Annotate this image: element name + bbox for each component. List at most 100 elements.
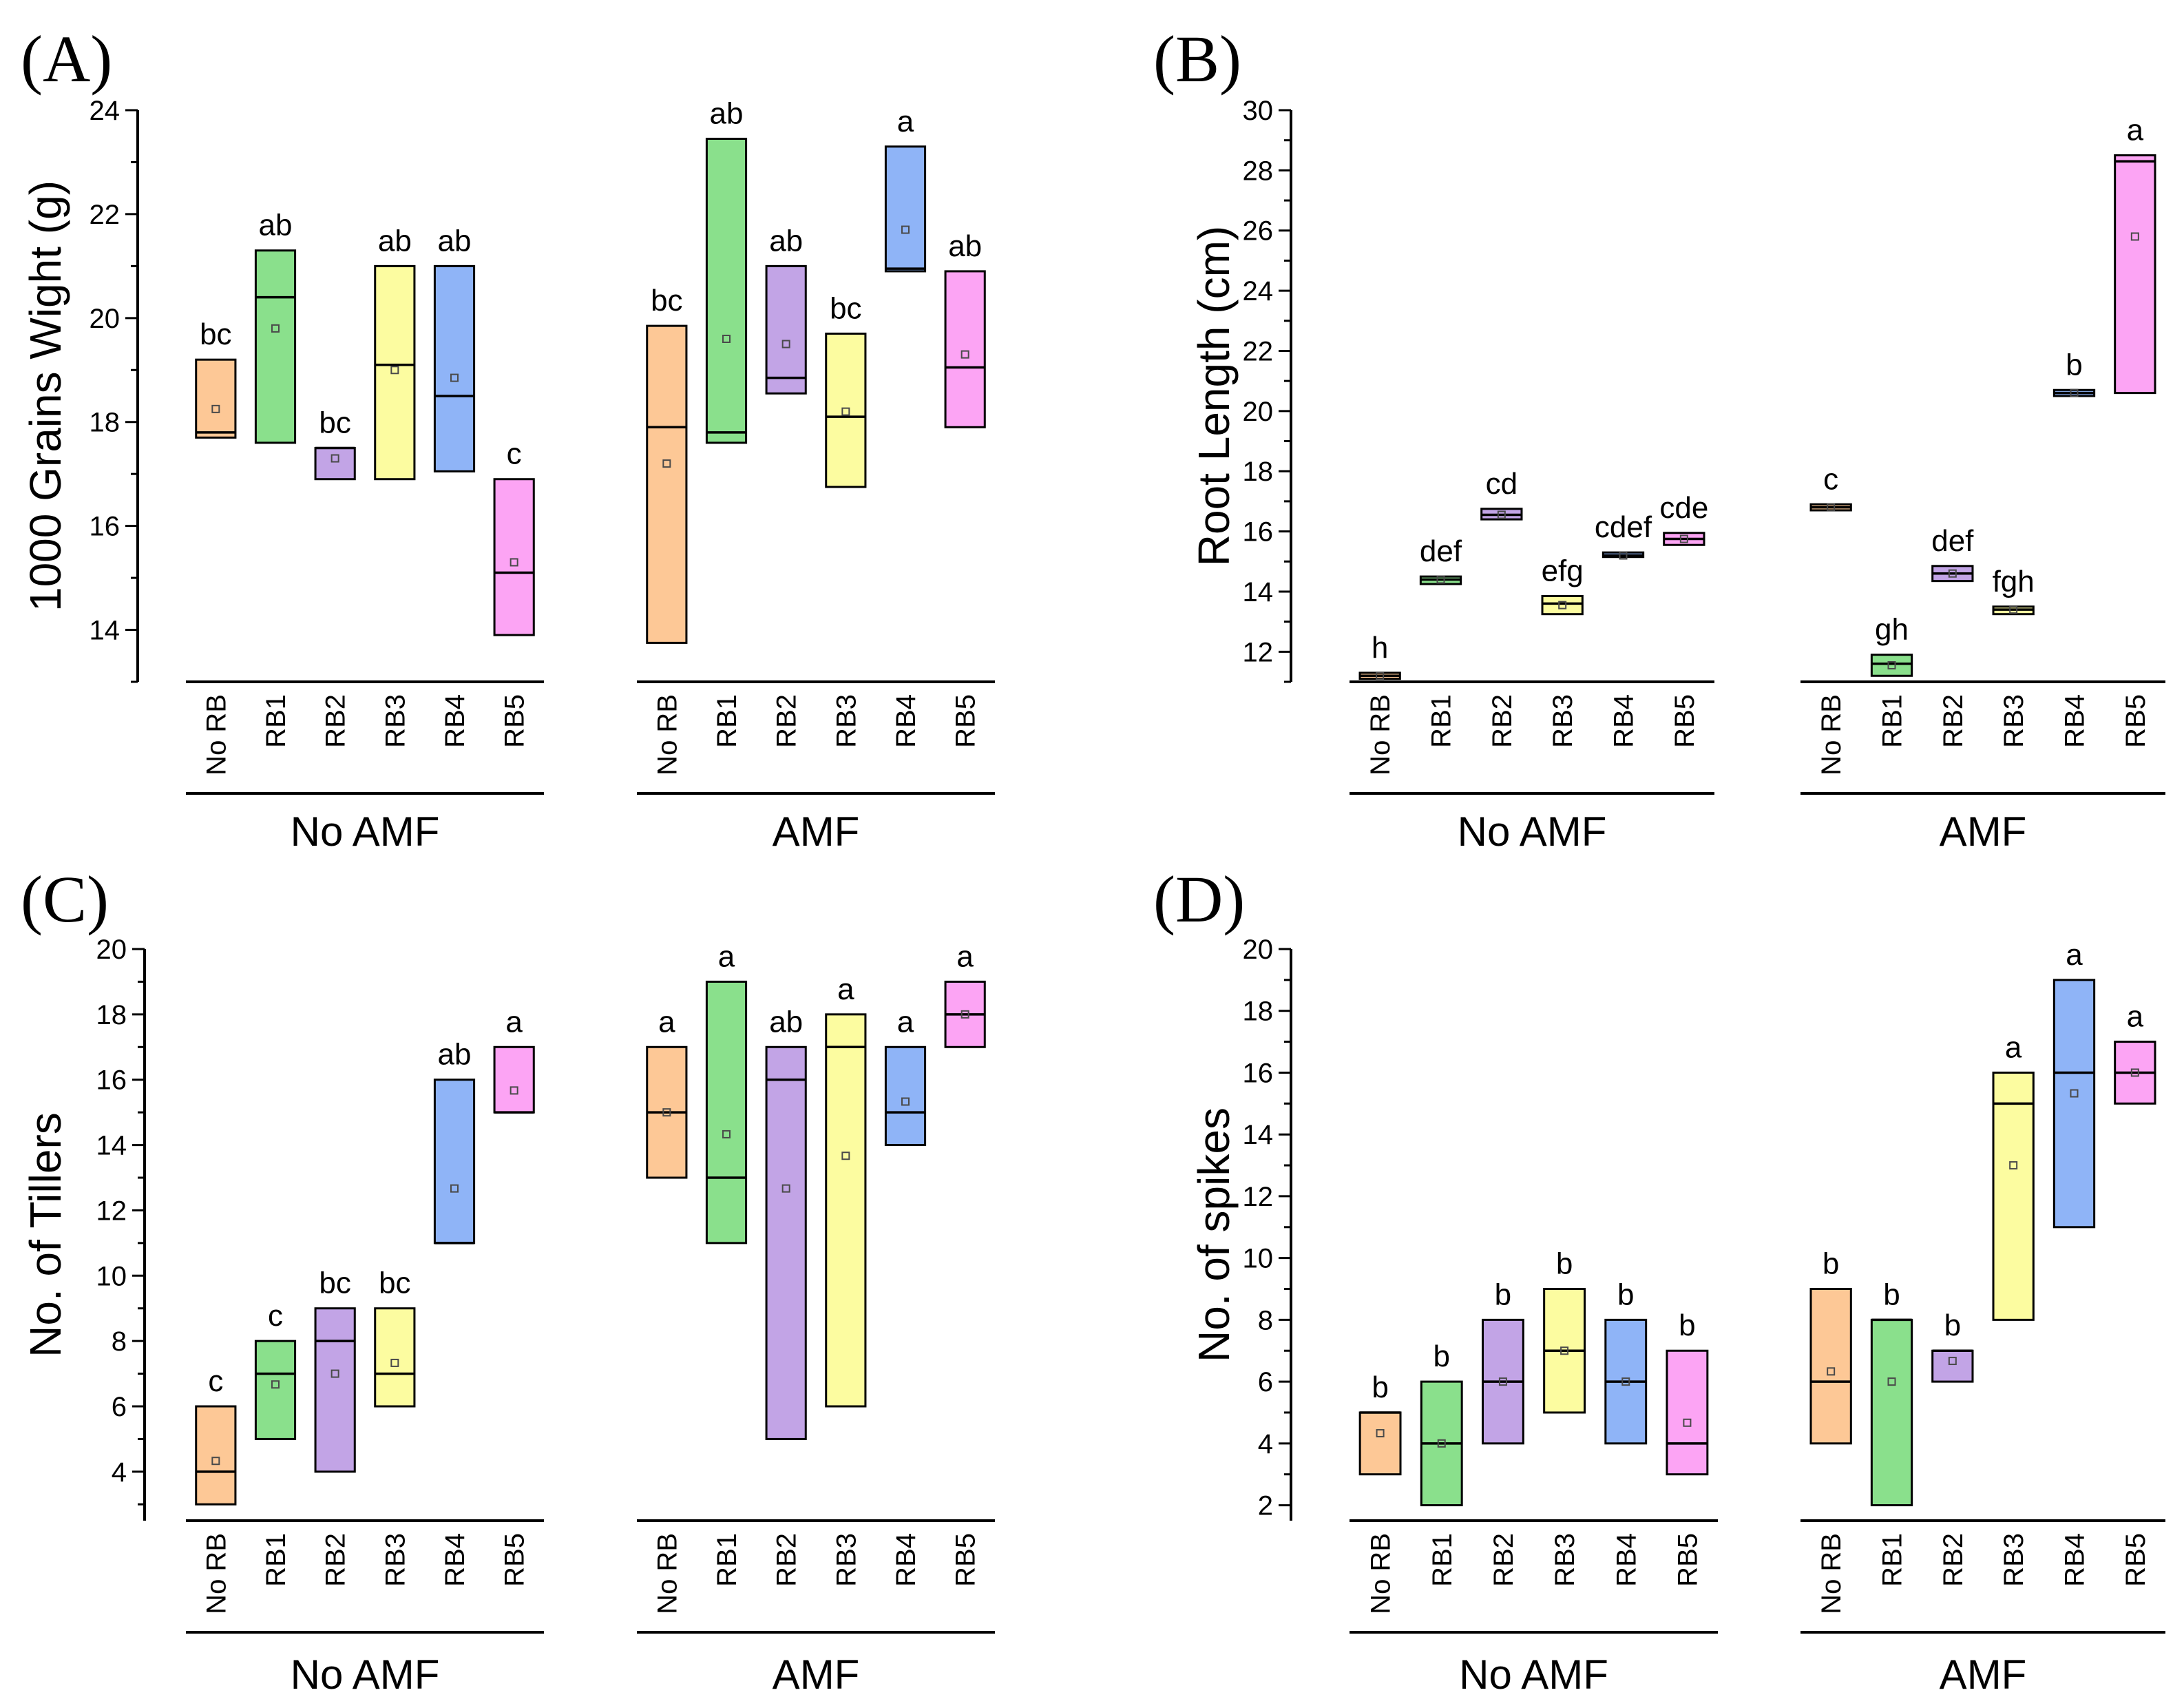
panel-a-group-no-amf-box-rb1 [254,249,297,444]
panel-b-group-amf-box-rb2-mean-marker [1948,569,1957,578]
panel-d-letter: (D) [1153,862,1245,936]
panel-d-y-tick-label: 18 [1243,997,1274,1027]
panel-b-group-amf-box-rb3-significance-label: fgh [1993,565,2035,598]
panel-b-letter: (B) [1153,22,1241,96]
panel-a-y-tick-label: 20 [90,304,120,334]
panel-a-group-no-amf-box-rb2-mean-marker [330,454,339,463]
panel-c-group-no-amf-box-rb3 [374,1307,416,1408]
panel-a-group-amf-box-rb4-category-label: RB4 [891,694,921,748]
panel-a-group-no-amf-box-rb3-mean-marker [390,366,399,375]
panel-d-group-amf-box-rb1-mean-marker [1887,1377,1896,1386]
panel-d-group-no-amf-box-rb3-category-label: RB3 [1550,1533,1580,1587]
panel-d-group-amf-box-rb5-mean-marker [2130,1068,2139,1077]
panel-c-y-tick-label: 6 [112,1392,127,1422]
panel-a-group-amf-label: AMF [773,809,860,855]
panel-d-y-tick-label: 20 [1243,935,1274,965]
panel-c-group-amf-box-no-rb-category-label: No RB [652,1533,682,1614]
panel-b-y-axis-label: Root Length (cm) [1189,226,1239,566]
panel-c-group-amf-box-rb1-category-label: RB1 [712,1533,742,1587]
panel-c-group-no-amf-box-rb2 [314,1307,356,1473]
panel-c-group-amf-box-rb3-mean-marker [841,1152,850,1160]
panel-c-group-no-amf-box-rb3-category-label: RB3 [380,1533,410,1587]
panel-d-group-amf-box-rb3-category-label: RB3 [1999,1533,2029,1587]
panel-b: (B) Root Length (cm) 12 14 16 18 20 22 24 26 28 30 h… [1153,22,2165,855]
panel-c-group-no-amf-box-no-rb-mean-marker [211,1457,220,1466]
panel-c-y-tick-label: 18 [96,1000,127,1030]
panel-b-y-tick-label: 24 [1243,276,1274,306]
panel-b-y-tick-label: 18 [1243,457,1274,487]
panel-b-group-no-amf-box-rb1-mean-marker [1436,575,1445,584]
panel-b-y-tick-label: 16 [1243,517,1274,548]
panel-b-group-amf-box-rb3-mean-marker [2009,605,2018,614]
panel-b-group-no-amf-box-rb5-category-label: RB5 [1670,694,1700,748]
panel-d-group-amf-box-rb5-category-label: RB5 [2121,1533,2151,1587]
panel-b-group-no-amf-box-rb3-category-label: RB3 [1548,694,1578,748]
panel-d-group-no-amf-box-no-rb [1358,1411,1402,1476]
panel-c-group-no-amf-box-rb2-significance-label: bc [319,1267,350,1300]
panel-d-group-no-amf-box-rb1-mean-marker [1437,1439,1446,1448]
panel-c-group-no-amf-box-rb5 [493,1045,535,1114]
panel-c-group-amf-box-rb3-category-label: RB3 [831,1533,861,1587]
panel-c-y-axis-label: No. of Tillers [21,1112,70,1357]
panel-a-group-amf-box-rb2-category-label: RB2 [772,694,802,748]
panel-c-group-amf-box-rb3-significance-label: a [837,972,854,1006]
panel-d-group-amf-box-rb5-significance-label: a [2127,1000,2144,1034]
panel-b-group-no-amf-box-rb2-category-label: RB2 [1487,694,1518,748]
panel-b-y-tick-label: 20 [1243,397,1274,427]
panel-d-group-amf-box-rb4-mean-marker [2070,1089,2079,1098]
panel-a-letter: (A) [21,22,112,96]
panel-b-group-no-amf-box-rb4-significance-label: cdef [1595,510,1652,544]
panel-c-group-amf-box-rb1-significance-label: a [718,939,735,973]
panel-d-group-no-amf-box-rb5-category-label: RB5 [1672,1533,1703,1587]
panel-c-group-amf-box-no-rb-significance-label: a [658,1005,675,1039]
panel-d-group-amf-box-rb3-significance-label: a [2005,1030,2022,1064]
panel-d-group-amf-box-no-rb-significance-label: b [1823,1247,1839,1281]
panel-b-group-amf-label: AMF [1940,809,2027,855]
panel-c-group-amf-box-rb2-mean-marker [781,1184,790,1193]
panel-c-group-no-amf-box-rb1 [254,1340,297,1440]
panel-a-group-amf-box-rb5-significance-label: ab [948,229,982,263]
panel-b-y-tick-label: 14 [1243,577,1274,607]
panel-d-group-no-amf-box-rb4-mean-marker [1621,1377,1630,1386]
panel-a-group-no-amf-box-rb3-significance-label: ab [378,224,412,258]
panel-a-group-amf-box-rb3-mean-marker [841,407,850,416]
panel-c-group-no-amf-box-rb1-significance-label: c [268,1299,283,1333]
panel-c-group-amf-box-no-rb-mean-marker [662,1108,671,1117]
panel-a-group-amf-box-rb1-significance-label: ab [710,97,744,131]
panel-a-group-amf-box-no-rb [646,324,688,644]
panel-b-group-no-amf-box-rb3-significance-label: efg [1542,554,1584,588]
panel-a-group-no-amf-box-rb5-category-label: RB5 [500,694,530,748]
panel-a-group-no-amf-box-no-rb [195,358,237,439]
panel-d-y-tick-label: 16 [1243,1058,1274,1088]
panel-d-group-no-amf: b No RB b RB1 b RB2 b RB3 b RB4 b RB5 No AMF [1350,1247,1718,1698]
panel-c-group-no-amf-box-rb5-significance-label: a [505,1005,523,1039]
panel-b-group-no-amf-label: No AMF [1458,809,1607,855]
panel-d-group-amf-box-rb1-category-label: RB1 [1878,1533,1908,1587]
panel-c-group-amf-label: AMF [773,1652,860,1698]
panel-d-y-tick-label: 14 [1243,1120,1274,1150]
panel-b-group-amf-box-rb5 [2114,154,2156,395]
panel-c-group-no-amf: c No RB c RB1 bc RB2 bc RB3 ab RB4 a RB5 No AMF [186,1005,544,1698]
panel-c-y-tick-label: 14 [96,1131,127,1161]
panel-d-group-no-amf-box-rb3-mean-marker [1560,1346,1569,1355]
panel-d-group-amf: b No RB b RB1 b RB2 a RB3 a RB4 a RB5 AMF [1800,938,2165,1698]
panel-c-group-amf-box-rb2 [765,1045,807,1440]
panel-c-group-amf-box-rb5-significance-label: a [956,939,974,973]
panel-d-group-no-amf-box-no-rb-significance-label: b [1372,1371,1388,1404]
panel-d-group-amf-box-rb2-significance-label: b [1944,1309,1961,1342]
panel-d-y-tick-label: 4 [1258,1429,1273,1459]
panel-b-group-amf-box-rb1-significance-label: gh [1875,613,1909,647]
panel-a-group-no-amf-label: No AMF [291,809,440,855]
panel-b-group-no-amf-box-rb2-significance-label: cd [1486,467,1518,501]
panel-c-y-tick-label: 12 [96,1196,127,1226]
panel-a-group-no-amf-box-rb3-category-label: RB3 [380,694,410,748]
panel-a-group-amf: bc No RB ab RB1 ab RB2 bc RB3 a RB4 ab RB5 AMF [637,97,995,855]
panel-a-group-amf-box-rb4 [884,145,927,273]
panel-b-group-no-amf-box-rb1-significance-label: def [1420,534,1462,568]
panel-b-group-amf-box-rb1 [1870,654,1913,677]
panel-c-group-amf-box-rb2-category-label: RB2 [772,1533,802,1587]
panel-c-group-no-amf-box-rb2-mean-marker [330,1369,339,1378]
panel-b-group-amf-box-rb3-category-label: RB3 [1999,694,2029,748]
panel-a-y-tick-label: 18 [90,408,120,438]
panel-d-group-no-amf-box-rb2-significance-label: b [1495,1278,1511,1311]
